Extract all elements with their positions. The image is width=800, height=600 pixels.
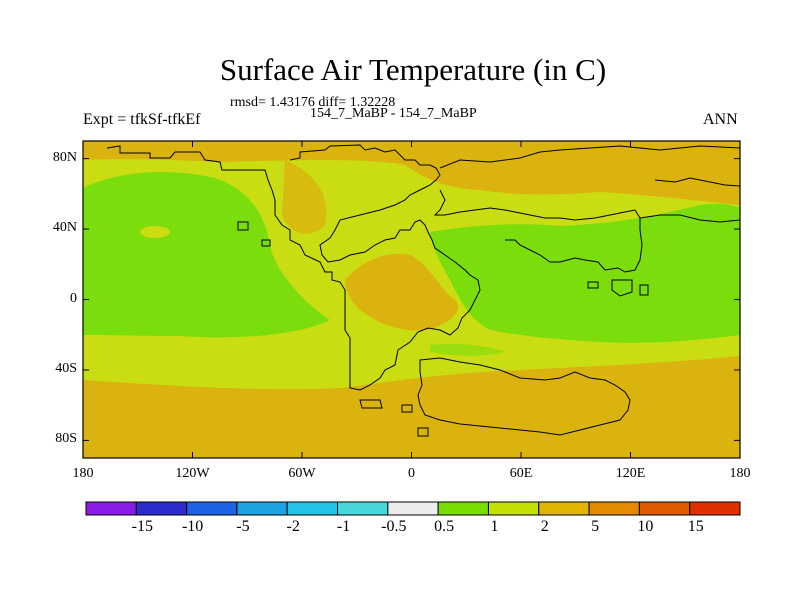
colorbar-label: -0.5 bbox=[381, 518, 407, 535]
colorbar-label: 5 bbox=[591, 518, 600, 535]
colorbar-label: 1 bbox=[490, 518, 499, 535]
colorbar-swatch bbox=[236, 501, 288, 516]
field-orange-america bbox=[282, 160, 327, 234]
y-tick-label: 80N bbox=[52, 149, 77, 165]
colorbar-label: 0.5 bbox=[434, 518, 455, 535]
axis-ticks bbox=[82, 141, 741, 458]
colorbar-label: -5 bbox=[236, 518, 250, 535]
field-green-south-atlantic bbox=[430, 343, 505, 356]
coastline-asia-south bbox=[433, 189, 643, 273]
x-tick-label: 120W bbox=[175, 466, 210, 481]
coastline-americas-europe bbox=[106, 144, 481, 391]
coastline-island-4 bbox=[401, 404, 413, 413]
coastlines bbox=[106, 144, 740, 437]
colorbar-swatch bbox=[437, 501, 489, 516]
colorbar-swatch bbox=[588, 501, 640, 516]
coastline-asia-east bbox=[639, 214, 740, 223]
colorbar-swatch bbox=[689, 501, 741, 516]
map-title: Surface Air Temperature (in C) bbox=[219, 52, 607, 87]
y-tick-label: 80S bbox=[55, 431, 77, 447]
colorbar-label: -2 bbox=[286, 518, 300, 535]
y-tick-label: 0 bbox=[70, 290, 77, 306]
colorbar-swatch bbox=[387, 501, 439, 516]
x-tick-label: 180 bbox=[729, 466, 751, 481]
field-orange-africa bbox=[345, 253, 459, 331]
colorbar-label: -10 bbox=[181, 518, 204, 535]
field-green-indian bbox=[430, 203, 740, 343]
y-tick-label: 40N bbox=[52, 220, 77, 236]
colorbar-label: -1 bbox=[336, 518, 351, 535]
colorbar-swatch bbox=[487, 501, 540, 516]
colorbar-label: 10 bbox=[637, 518, 654, 535]
stats-line: rmsd= 1.43176 diff= 1.32228 bbox=[230, 95, 396, 110]
colorbar-swatch bbox=[286, 501, 339, 516]
x-tick-label: 0 bbox=[408, 466, 415, 481]
coastline-island-5 bbox=[417, 427, 429, 437]
colorbar-label: -15 bbox=[131, 518, 153, 535]
season-label: ANN bbox=[703, 111, 738, 128]
x-tick-label: 120E bbox=[615, 466, 646, 481]
colorbar-label: 15 bbox=[687, 518, 704, 535]
x-tick-label: 60E bbox=[509, 466, 533, 481]
y-tick-label: 40S bbox=[55, 360, 77, 376]
x-tick-label: 180 bbox=[72, 466, 94, 481]
field-patch bbox=[140, 226, 170, 238]
colorbar-swatch bbox=[135, 501, 188, 516]
coastline-island-8 bbox=[639, 284, 649, 296]
coastline-island-7 bbox=[587, 281, 599, 289]
experiment-label: Expt = tfkSf-tfkEf bbox=[83, 111, 201, 128]
colorbar-swatch bbox=[85, 501, 137, 516]
colorbar-swatch bbox=[538, 501, 590, 516]
colorbar-swatch bbox=[638, 501, 691, 516]
colorbar-label: 2 bbox=[540, 518, 549, 535]
map-subtitle: 154_7_MaBP - 154_7_MaBP bbox=[310, 106, 477, 121]
coastline-asia-north bbox=[439, 145, 740, 169]
x-tick-label: 60W bbox=[288, 466, 316, 481]
coastline-southern-continent bbox=[417, 357, 631, 436]
colorbar-swatch bbox=[186, 501, 238, 516]
coastline-island-6 bbox=[611, 279, 633, 297]
coastline-island-2 bbox=[261, 239, 271, 247]
coastline-arctic-ridge bbox=[654, 177, 740, 187]
colorbar-swatch bbox=[337, 501, 389, 516]
coastline-island-3 bbox=[359, 399, 383, 409]
colorbar bbox=[85, 501, 741, 516]
field-green-pacific bbox=[83, 172, 330, 338]
field-orange-north bbox=[83, 141, 740, 205]
coastline-island-1 bbox=[237, 221, 249, 231]
